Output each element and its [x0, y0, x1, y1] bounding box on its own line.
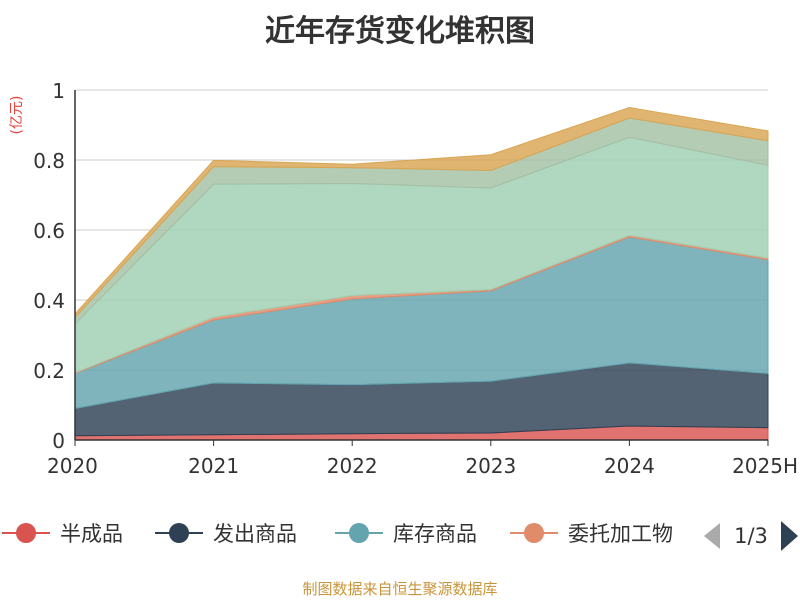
chart-title: 近年存货变化堆积图: [265, 14, 535, 49]
area-series-6: [74, 106, 769, 319]
x-tick-label: 2020: [47, 454, 98, 478]
legend: 半成品 发出商品 库存商品 委托加工物: [2, 522, 673, 546]
legend-label[interactable]: 库存商品: [393, 522, 477, 546]
pager-prev-icon[interactable]: [704, 523, 720, 549]
stacked-areas: [74, 106, 769, 441]
x-tick-label: 2025H: [732, 454, 798, 478]
x-tick-label: 2023: [465, 454, 516, 478]
axes: 0 0.2 0.4 0.6 0.8 1 2020 2021 2022 2023 2024 2025H: [33, 79, 798, 478]
y-tick-label: 0: [52, 429, 65, 453]
pager-text: 1/3: [734, 524, 768, 548]
y-tick-label: 1: [52, 79, 65, 103]
legend-label[interactable]: 半成品: [60, 522, 123, 546]
y-tick-label: 0.2: [33, 359, 65, 383]
x-tick-label: 2021: [188, 454, 239, 478]
x-tick-label: 2024: [604, 454, 655, 478]
legend-marker: [16, 523, 36, 543]
y-tick-label: 0.4: [33, 289, 65, 313]
legend-label[interactable]: 发出商品: [213, 522, 297, 546]
y-tick-label: 0.8: [33, 149, 65, 173]
legend-marker: [524, 523, 544, 543]
legend-pager: 1/3: [704, 521, 798, 551]
legend-marker: [349, 523, 369, 543]
pager-next-icon[interactable]: [781, 521, 798, 551]
x-tick-label: 2022: [327, 454, 378, 478]
legend-label[interactable]: 委托加工物: [568, 522, 673, 546]
y-tick-label: 0.6: [33, 219, 65, 243]
data-source-footer: 制图数据来自恒生聚源数据库: [302, 580, 498, 598]
legend-marker: [169, 523, 189, 543]
